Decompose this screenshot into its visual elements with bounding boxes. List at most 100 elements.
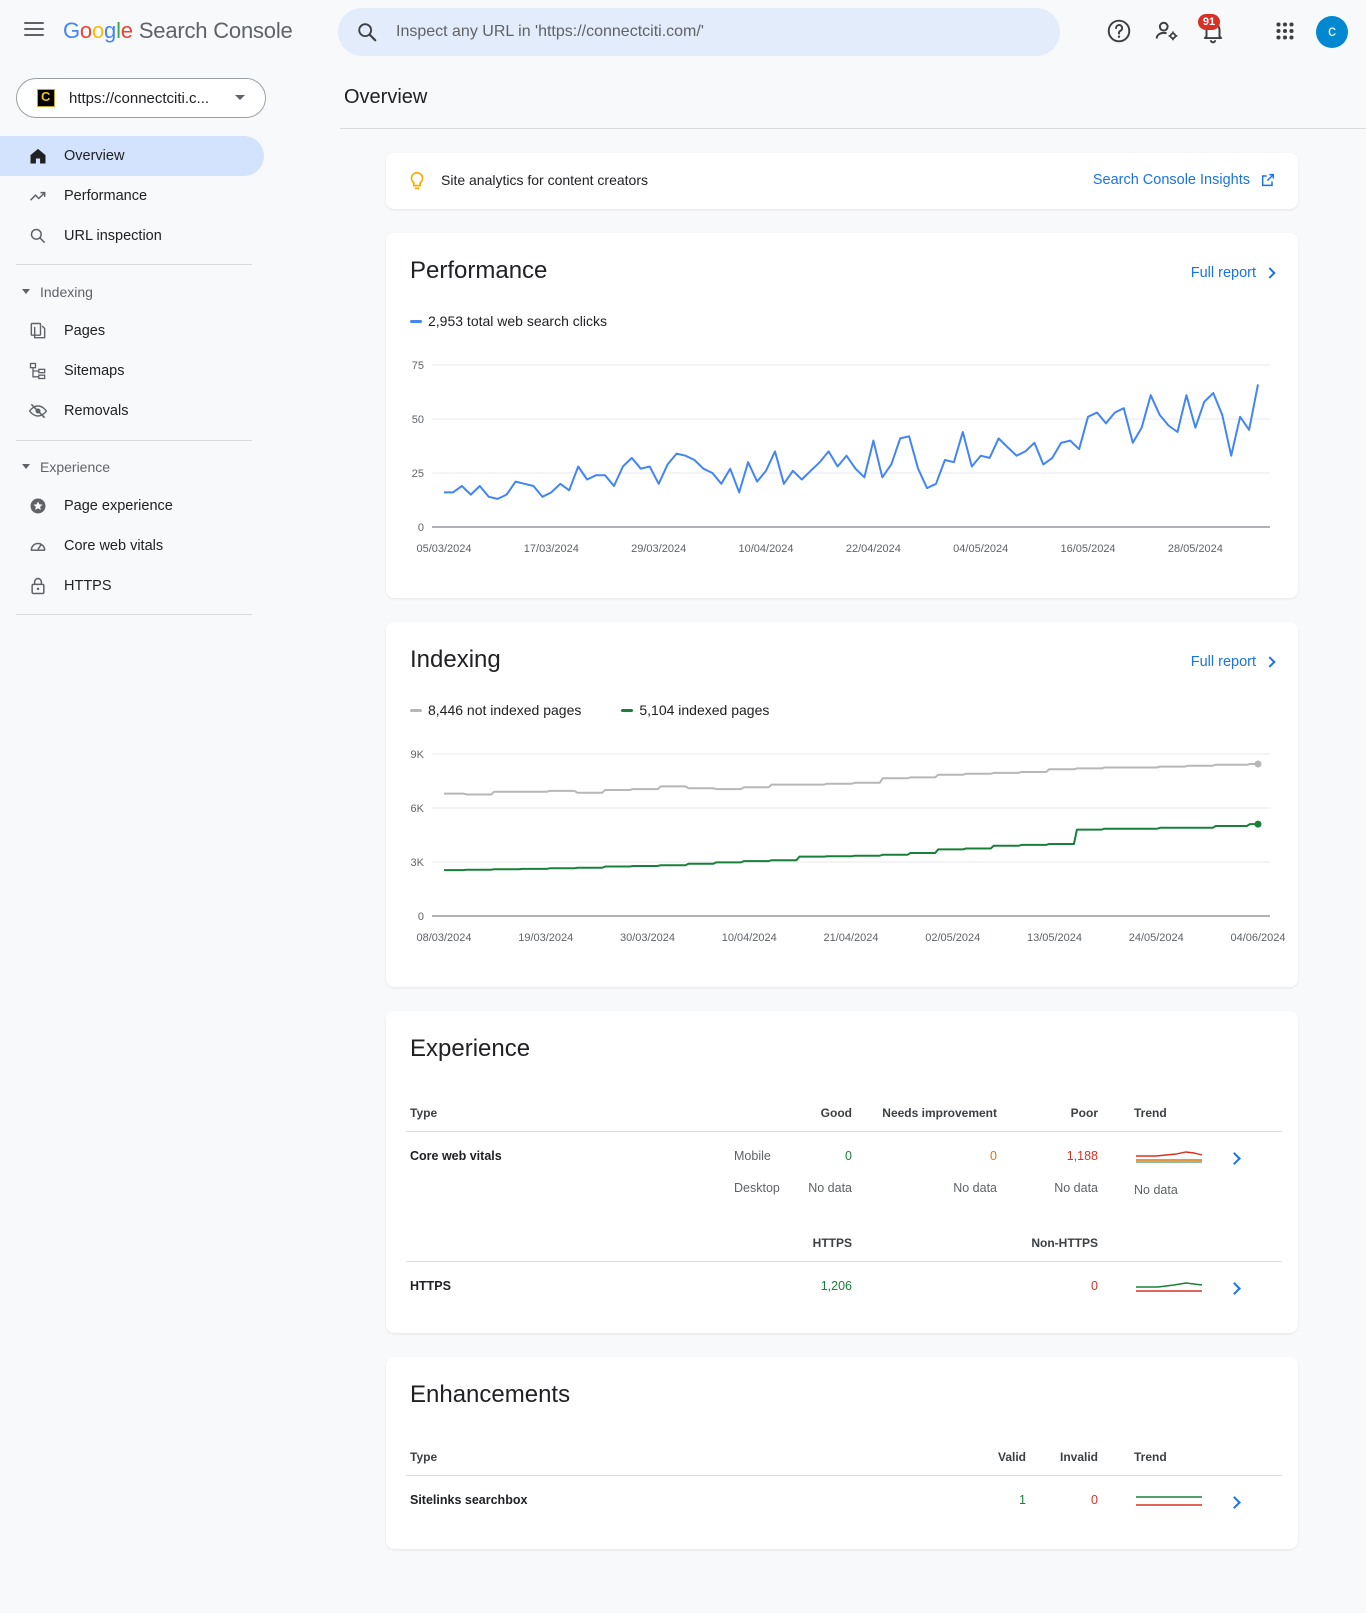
table-divider	[406, 1131, 1282, 1132]
x-tick-label: 29/03/2024	[631, 543, 686, 555]
series-line[interactable]	[444, 762, 1258, 796]
property-selector[interactable]: C https://connectciti.c...	[16, 78, 266, 118]
col-header-type: Type	[410, 1106, 438, 1120]
chevron-right-icon[interactable]	[1228, 1282, 1241, 1295]
x-tick-label: 10/04/2024	[722, 932, 777, 944]
performance-title: Performance	[410, 257, 548, 284]
sidebar-divider	[16, 440, 252, 441]
invalid-value: 0	[1091, 1493, 1098, 1507]
sidebar-item-label: Sitemaps	[64, 363, 125, 379]
x-tick-label: 05/03/2024	[416, 543, 471, 555]
non-https-value: 0	[1091, 1279, 1098, 1293]
performance-line-chart: 0 25 50 75 05/03/2024 17/03/2024 29/03/2024 10/…	[412, 360, 1270, 555]
logo-letter: o	[79, 18, 92, 43]
x-tick-label: 28/05/2024	[1168, 543, 1223, 555]
url-inspection-search[interactable]	[338, 8, 1060, 56]
product-logo[interactable]: Google Search Console	[63, 18, 293, 44]
sidebar-section-label: Indexing	[40, 284, 93, 300]
search-console-insights-link[interactable]: Search Console Insights	[1093, 172, 1276, 188]
desktop-trend-value: No data	[1134, 1183, 1178, 1197]
menu-icon[interactable]	[24, 22, 44, 38]
y-tick-label: 3K	[411, 857, 425, 869]
manage-users-icon[interactable]	[1154, 18, 1180, 44]
y-tick-label: 6K	[411, 803, 425, 815]
x-tick-label: 17/03/2024	[524, 543, 579, 555]
sidebar-item-page-experience[interactable]: Page experience	[0, 486, 264, 526]
col-header-good: Good	[820, 1106, 852, 1120]
full-report-label: Full report	[1190, 265, 1256, 281]
experience-card: Experience Type Good Needs improvement P…	[386, 1011, 1298, 1333]
legend-label: 2,953 total web search clicks	[428, 313, 607, 329]
logo-product-name: Search Console	[138, 18, 293, 43]
pages-icon	[30, 322, 46, 339]
apps-grid-icon[interactable]	[1272, 18, 1298, 44]
sidebar-item-overview[interactable]: Overview	[0, 136, 264, 176]
y-tick-label: 0	[418, 522, 424, 534]
insights-banner: Site analytics for content creators Sear…	[386, 153, 1298, 209]
legend-item-clicks: 2,953 total web search clicks	[410, 313, 607, 329]
desktop-needs-value: No data	[953, 1181, 997, 1195]
sidebar-item-label: HTTPS	[64, 578, 112, 594]
notification-count-badge: 91	[1198, 14, 1220, 30]
sidebar-item-label: Page experience	[64, 498, 173, 514]
x-tick-label: 22/04/2024	[846, 543, 901, 555]
indexing-card: Indexing Full report 8,446 not indexed p…	[386, 622, 1298, 987]
search-input[interactable]	[396, 8, 1036, 56]
sidebar-item-sitemaps[interactable]: Sitemaps	[0, 351, 264, 391]
sidebar-item-label: Removals	[64, 403, 129, 419]
indexing-line-chart: 0 3K 6K 9K 08/03/2024 19/03/2024 30/03/2024 10/…	[411, 749, 1286, 944]
chevron-right-icon[interactable]	[1228, 1496, 1241, 1509]
performance-full-report-link[interactable]: Full report	[1190, 265, 1276, 281]
insights-text: Site analytics for content creators	[441, 172, 648, 188]
sidebar-item-label: Performance	[64, 188, 148, 204]
indexing-full-report-link[interactable]: Full report	[1191, 654, 1276, 670]
row-label: Sitelinks searchbox	[410, 1493, 528, 1507]
legend-item-not-indexed: 8,446 not indexed pages	[410, 702, 581, 718]
lock-icon	[31, 577, 45, 595]
performance-card: Performance Full report 2,953 total web …	[386, 233, 1298, 598]
chevron-right-icon	[1264, 267, 1276, 279]
sidebar-item-removals[interactable]: Removals	[0, 391, 264, 431]
logo-letter: G	[63, 18, 80, 43]
sidebar-item-url-inspection[interactable]: URL inspection	[0, 216, 264, 256]
https-value: 1,206	[820, 1279, 852, 1293]
table-divider	[406, 1261, 1282, 1262]
page-title: Overview	[344, 86, 428, 108]
open-in-new-icon	[1261, 173, 1275, 187]
favicon-letter: C	[41, 89, 51, 104]
avatar[interactable]: c	[1316, 16, 1348, 48]
sidebar-item-core-web-vitals[interactable]: Core web vitals	[0, 526, 264, 566]
logo-letter: g	[104, 18, 117, 43]
x-tick-label: 21/04/2024	[823, 932, 878, 944]
y-tick-label: 75	[412, 360, 424, 372]
collapse-arrow-icon	[22, 289, 30, 294]
sidebar-section-label: Experience	[40, 459, 111, 475]
insights-link-label: Search Console Insights	[1092, 172, 1250, 188]
chevron-right-icon[interactable]	[1228, 1152, 1241, 1165]
https-trend-sparkline	[1136, 1282, 1202, 1292]
sidebar-divider	[16, 264, 252, 265]
col-header-needs-improvement: Needs improvement	[882, 1106, 997, 1120]
search-icon	[358, 23, 377, 42]
sidebar-item-pages[interactable]: Pages	[0, 311, 264, 351]
legend-item-indexed: 5,104 indexed pages	[621, 702, 769, 718]
series-end-point	[1254, 820, 1262, 828]
col-header-poor: Poor	[1070, 1106, 1098, 1120]
device-label-mobile: Mobile	[734, 1149, 771, 1163]
series-line[interactable]	[444, 384, 1259, 500]
sidebar-divider	[16, 614, 252, 615]
device-label-desktop: Desktop	[734, 1181, 780, 1195]
sitemap-icon	[29, 362, 46, 380]
sidebar-item-https[interactable]: HTTPS	[0, 566, 264, 606]
desktop-poor-value: No data	[1054, 1181, 1098, 1195]
sidebar-item-performance[interactable]: Performance	[0, 176, 264, 216]
header-divider	[340, 128, 1366, 129]
home-icon	[30, 148, 46, 164]
cwv-trend-sparkline	[1136, 1151, 1202, 1163]
y-tick-label: 50	[412, 414, 424, 426]
series-line[interactable]	[444, 823, 1258, 872]
x-tick-label: 13/05/2024	[1027, 932, 1082, 944]
legend-swatch	[410, 708, 422, 712]
help-icon[interactable]	[1106, 18, 1132, 44]
x-tick-label: 04/05/2024	[953, 543, 1008, 555]
